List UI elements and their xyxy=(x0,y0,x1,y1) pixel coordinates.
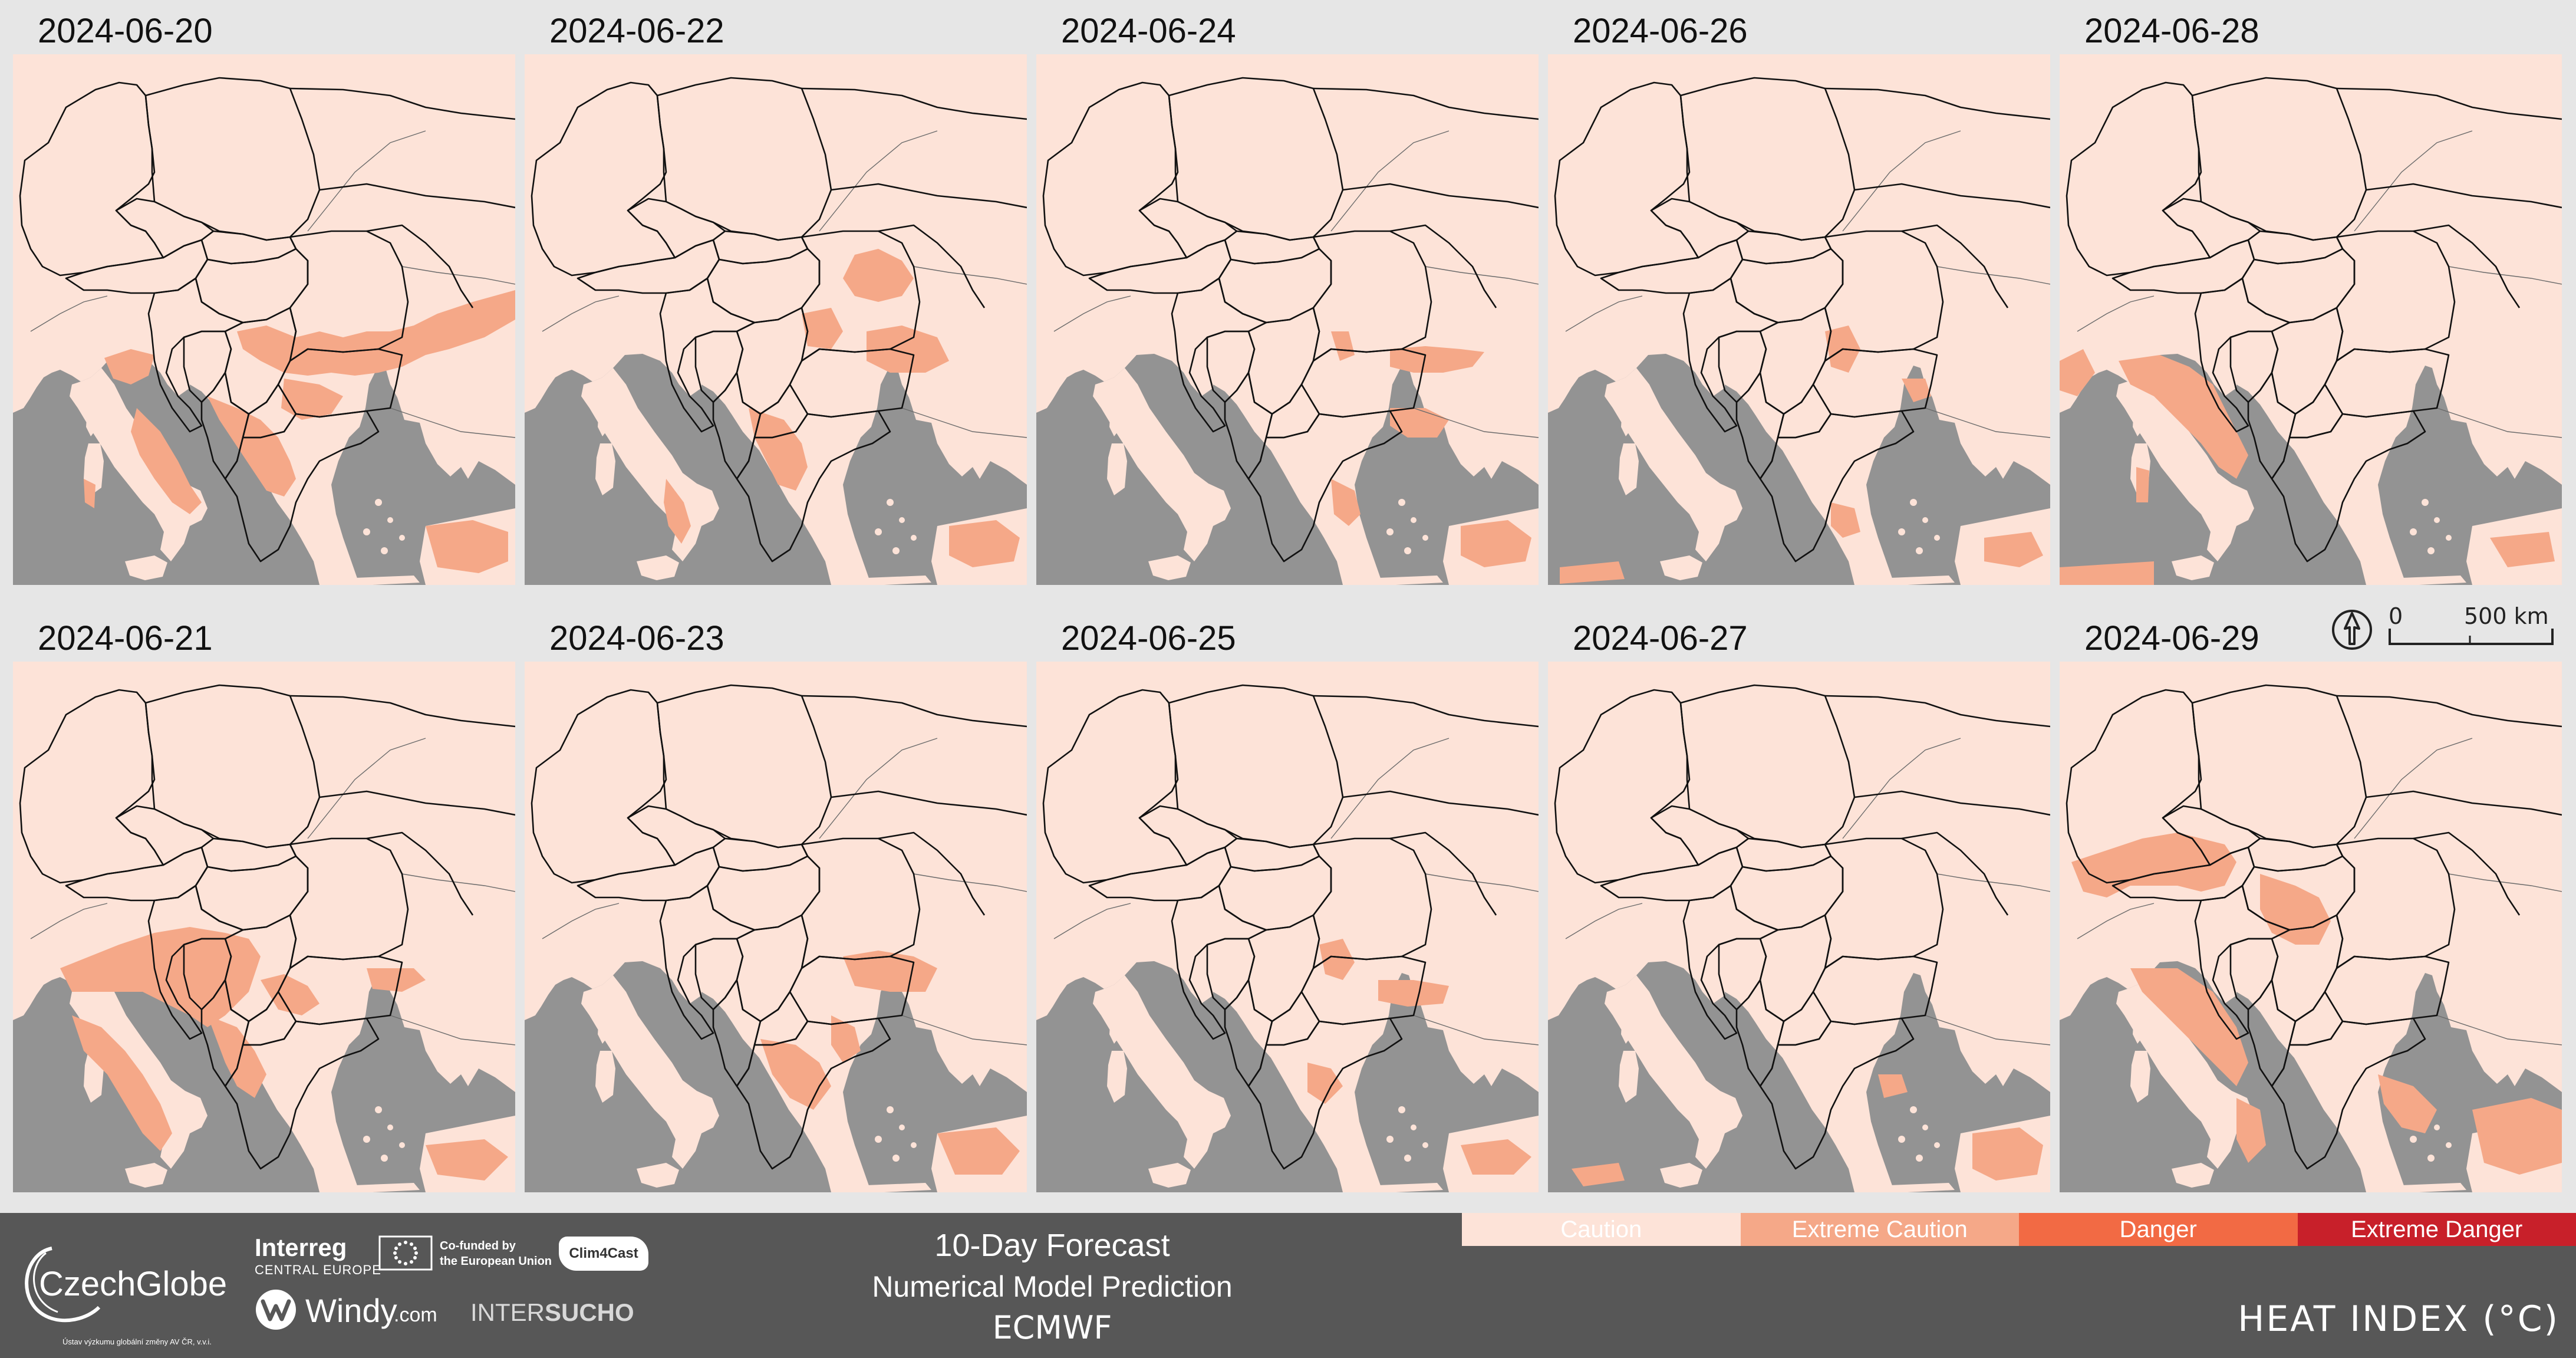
map-date-label: 2024-06-25 xyxy=(1061,619,1236,657)
interreg-subtitle: CENTRAL EUROPE xyxy=(255,1262,381,1277)
czechglobe-subtitle: Ústav výzkumu globální změny AV ČR, v.v.… xyxy=(62,1337,212,1346)
czechglobe-name: CzechGlobe xyxy=(39,1265,228,1303)
heat-index-map xyxy=(525,54,1027,585)
map-panel: 2024-06-22 xyxy=(525,14,1027,585)
map-date-label: 2024-06-29 xyxy=(2084,619,2259,657)
map-panel: 2024-06-29 xyxy=(2060,622,2562,1192)
scale-end-label: 500 km xyxy=(2464,603,2549,629)
footer-bar: CzechGlobe Ústav výzkumu globální změny … xyxy=(0,1213,2576,1358)
forecast-title: 10-Day Forecast xyxy=(934,1228,1170,1263)
eu-flag-icon xyxy=(378,1235,433,1271)
czechglobe-swoosh-icon xyxy=(25,1247,101,1323)
heat-index-map xyxy=(2060,54,2562,585)
interreg-logo: Interreg xyxy=(255,1234,347,1261)
north-arrow-icon xyxy=(2332,610,2372,650)
map-date-label: 2024-06-28 xyxy=(2084,12,2259,50)
map-date-label: 2024-06-20 xyxy=(38,12,213,50)
map-date-label: 2024-06-24 xyxy=(1061,12,1236,50)
scale-start-label: 0 xyxy=(2389,603,2403,629)
model-name: ECMWF xyxy=(992,1309,1112,1346)
heat-index-legend: Caution Extreme Caution Danger Extreme Dang… xyxy=(1462,1213,2576,1246)
map-panel: 2024-06-28 xyxy=(2060,14,2562,585)
map-panel: 2024-06-26 xyxy=(1548,14,2050,585)
legend-item: Danger xyxy=(2019,1213,2298,1246)
map-scale-bar: 0 500 km xyxy=(2328,603,2576,650)
czechglobe-logo: CzechGlobe Ústav výzkumu globální změny … xyxy=(11,1237,235,1354)
heat-index-title: HEAT INDEX (°C) xyxy=(2238,1298,2559,1340)
heat-index-map xyxy=(13,54,515,585)
heat-index-map xyxy=(2060,662,2562,1192)
windy-logo-icon xyxy=(256,1290,296,1330)
legend-item: Extreme Danger xyxy=(2297,1213,2576,1246)
heat-index-map xyxy=(1548,54,2050,585)
map-date-label: 2024-06-21 xyxy=(38,619,213,657)
map-panel: 2024-06-21 xyxy=(13,622,515,1192)
clim4cast-label: Clim4Cast xyxy=(569,1245,638,1261)
scale-bar-line xyxy=(2389,629,2554,645)
heat-index-map xyxy=(525,662,1027,1192)
heat-index-map xyxy=(13,662,515,1192)
heat-index-map xyxy=(1036,662,1539,1192)
map-panel: 2024-06-23 xyxy=(525,622,1027,1192)
intersucho-logo-part-1: INTER xyxy=(470,1298,545,1326)
map-panel: 2024-06-24 xyxy=(1036,14,1539,585)
heat-index-map xyxy=(1036,54,1539,585)
map-panel: 2024-06-27 xyxy=(1548,622,2050,1192)
map-date-label: 2024-06-23 xyxy=(549,619,724,657)
windy-name: Windy xyxy=(305,1292,397,1329)
cofunded-line-1: Co-funded by xyxy=(440,1239,516,1252)
map-panel: 2024-06-20 xyxy=(13,14,515,585)
legend-item: Caution xyxy=(1462,1213,1741,1246)
clim4cast-logo: Clim4Cast xyxy=(559,1237,648,1271)
cofunded-line-2: the European Union xyxy=(440,1255,552,1268)
forecast-subtitle: Numerical Model Prediction xyxy=(872,1270,1233,1303)
map-date-label: 2024-06-22 xyxy=(549,12,724,50)
map-panel: 2024-06-25 xyxy=(1036,622,1539,1192)
windy-suffix: .com xyxy=(394,1304,437,1326)
intersucho-logo-part-2: SUCHO xyxy=(545,1298,634,1326)
heat-index-map xyxy=(1548,662,2050,1192)
map-date-label: 2024-06-27 xyxy=(1573,619,1748,657)
legend-item: Extreme Caution xyxy=(1740,1213,2019,1246)
map-date-label: 2024-06-26 xyxy=(1573,12,1748,50)
